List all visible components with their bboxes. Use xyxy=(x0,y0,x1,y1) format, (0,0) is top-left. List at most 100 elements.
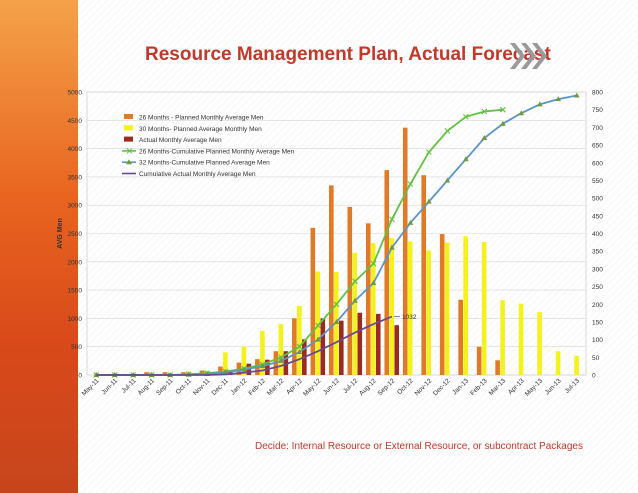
bar-planned-30 xyxy=(574,355,579,375)
y-axis-label: AVG Men xyxy=(57,218,64,249)
y2-tick-label: 700 xyxy=(592,125,603,132)
point-marker-triangle xyxy=(241,366,247,372)
point-marker-triangle xyxy=(426,198,432,204)
point-marker-triangle xyxy=(333,318,340,324)
point-marker-triangle xyxy=(278,357,284,363)
legend-label: 32 Months-Cumulative Planned Average Men xyxy=(139,160,270,167)
point-marker-triangle xyxy=(555,96,562,102)
legend-label: Actual Monthly Average Men xyxy=(139,137,222,144)
bar-planned-30 xyxy=(444,242,450,375)
bar-actual xyxy=(394,325,400,375)
bar-planned-26 xyxy=(329,185,334,375)
bar-planned-30 xyxy=(260,330,265,375)
point-marker-x xyxy=(407,181,414,187)
bar-actual xyxy=(283,351,289,375)
y2-tick-label: 450 xyxy=(592,213,603,220)
y2-tick-label: 250 xyxy=(592,284,603,291)
slide-panel xyxy=(78,0,638,493)
point-marker-triangle xyxy=(389,244,395,250)
bar-planned-26 xyxy=(384,170,390,375)
bar-planned-30 xyxy=(463,236,468,375)
bar-planned-30 xyxy=(241,346,247,375)
x-tick-label: Feb-13 xyxy=(469,377,489,397)
point-marker-x xyxy=(389,216,395,223)
point-marker-x xyxy=(333,301,340,308)
x-tick-label: Jan-12 xyxy=(230,377,249,396)
point-marker-triangle xyxy=(370,280,377,286)
y2-tick-label: 600 xyxy=(592,160,603,167)
y2-tick-label: 750 xyxy=(592,107,603,114)
x-tick-label: Oct-11 xyxy=(175,377,194,396)
x-tick-label: Oct-12 xyxy=(396,377,415,396)
point-marker-triangle xyxy=(259,363,266,369)
point-marker-triangle xyxy=(315,336,321,342)
y-tick-label: 4500 xyxy=(68,118,83,125)
point-marker-triangle xyxy=(518,110,525,116)
x-tick-label: Dec-12 xyxy=(432,377,452,397)
legend-swatch xyxy=(124,125,133,131)
point-marker-triangle xyxy=(463,156,469,162)
x-tick-label: Sep-11 xyxy=(155,377,175,397)
bar-planned-30 xyxy=(537,312,542,375)
y2-tick-label: 200 xyxy=(592,302,603,309)
x-tick-label: Nov-12 xyxy=(414,377,434,397)
x-tick-label: Jul-13 xyxy=(564,377,582,395)
point-marker-x xyxy=(315,322,321,329)
legend-marker xyxy=(126,148,133,154)
y-tick-label: 5000 xyxy=(68,90,83,97)
bar-planned-30 xyxy=(315,271,321,375)
bar-planned-26 xyxy=(421,175,427,375)
y-tick-label: 2000 xyxy=(68,259,83,266)
y-tick-label: 1500 xyxy=(68,288,83,295)
bar-planned-30 xyxy=(278,324,284,375)
bar-actual xyxy=(338,320,344,375)
y2-tick-label: 500 xyxy=(592,196,603,203)
bar-planned-30 xyxy=(518,303,524,375)
y2-tick-label: 50 xyxy=(592,355,600,362)
x-tick-label: May-13 xyxy=(524,377,545,398)
point-marker-x xyxy=(352,278,358,285)
x-tick-label: Jan-13 xyxy=(451,377,470,396)
point-marker-triangle xyxy=(407,219,414,225)
legend-label: 26 Months - Planned Monthly Average Men xyxy=(139,115,264,122)
bar-planned-26 xyxy=(144,372,149,375)
y2-tick-label: 800 xyxy=(592,90,603,97)
point-marker-x xyxy=(444,128,451,134)
bar-planned-30 xyxy=(426,250,432,375)
bar-planned-26 xyxy=(402,127,408,376)
bar-actual xyxy=(320,318,326,375)
point-marker-x xyxy=(499,106,506,113)
point-marker-triangle xyxy=(500,120,506,126)
legend-label: 30 Months- Planned Average Monthly Men xyxy=(139,126,262,133)
bar-planned-30 xyxy=(481,241,487,375)
annotation-label: 1032 xyxy=(402,314,417,321)
y-tick-label: 3000 xyxy=(68,203,83,210)
bar-planned-26 xyxy=(458,299,463,375)
bar-planned-30 xyxy=(500,300,505,375)
bar-planned-26 xyxy=(162,372,168,375)
point-marker-triangle xyxy=(352,297,358,303)
side-accent-bar xyxy=(0,0,78,493)
point-marker-triangle xyxy=(481,134,488,140)
y-tick-label: 1000 xyxy=(68,316,83,323)
point-marker-x xyxy=(370,260,377,267)
bar-planned-30 xyxy=(389,238,395,375)
y2-tick-label: 550 xyxy=(592,178,603,185)
x-tick-label: May-12 xyxy=(302,377,323,398)
y2-tick-label: 0 xyxy=(592,373,596,380)
point-marker-x xyxy=(296,343,303,350)
x-tick-label: May-11 xyxy=(81,377,101,397)
x-tick-label: Feb-12 xyxy=(247,377,267,397)
bar-planned-26 xyxy=(292,318,297,375)
point-marker-x xyxy=(481,108,488,115)
legend-swatch xyxy=(124,136,133,142)
x-tick-label: Jun-12 xyxy=(322,377,341,396)
bar-planned-26 xyxy=(181,372,186,375)
y-tick-label: 3500 xyxy=(68,174,83,181)
bar-planned-30 xyxy=(297,305,302,375)
bar-planned-30 xyxy=(407,241,413,375)
bar-planned-26 xyxy=(495,360,500,375)
x-tick-label: Jun-13 xyxy=(544,377,563,396)
x-tick-label: Mar-13 xyxy=(488,377,508,397)
point-marker-triangle xyxy=(222,369,229,375)
